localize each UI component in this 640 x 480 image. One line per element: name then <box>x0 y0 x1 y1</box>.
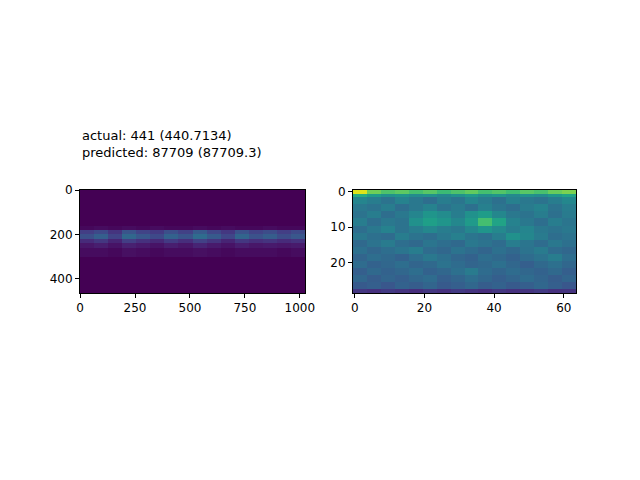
svg-text:40: 40 <box>486 301 501 315</box>
svg-text:0: 0 <box>76 301 84 315</box>
svg-text:500: 500 <box>179 301 202 315</box>
svg-text:20: 20 <box>417 301 432 315</box>
svg-text:250: 250 <box>124 301 147 315</box>
svg-text:400: 400 <box>50 272 73 286</box>
svg-text:750: 750 <box>233 301 256 315</box>
svg-text:20: 20 <box>330 256 345 270</box>
svg-text:10: 10 <box>330 220 345 234</box>
svg-text:60: 60 <box>556 301 571 315</box>
svg-text:0: 0 <box>338 185 346 199</box>
svg-text:actual: 441 (440.7134)predicte: actual: 441 (440.7134)predicted: 87709 (… <box>82 128 262 160</box>
svg-text:0: 0 <box>65 183 73 197</box>
svg-text:0: 0 <box>351 301 359 315</box>
svg-text:200: 200 <box>50 228 73 242</box>
svg-text:1000: 1000 <box>285 301 316 315</box>
